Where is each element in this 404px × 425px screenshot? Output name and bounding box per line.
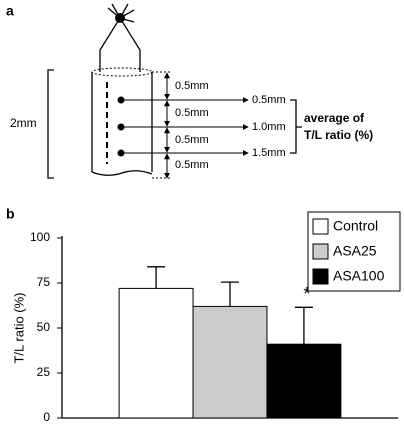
depth-label: 1.0mm (252, 121, 286, 133)
legend-label: ASA25 (333, 243, 377, 259)
cylinder-sides (91, 72, 153, 172)
spacing-label: 0.5mm (175, 134, 209, 146)
cylinder-top (91, 67, 153, 77)
depth-label: 1.5mm (252, 147, 286, 159)
bar (118, 287, 194, 419)
spacing-label: 0.5mm (175, 107, 209, 119)
average-label: average of (304, 111, 365, 125)
legend-label: Control (333, 218, 378, 234)
legend-label: ASA100 (333, 268, 385, 284)
y-tick-label: 0 (43, 410, 50, 424)
legend-swatch (312, 268, 329, 285)
y-tick-label: 50 (37, 320, 51, 334)
panel-label: b (6, 206, 15, 222)
legend-swatch (312, 218, 329, 235)
average-label: T/L ratio (%) (304, 128, 373, 142)
y-axis-title: T/L ratio (%) (11, 292, 26, 363)
panel-b: b T/L ratio (%) 0 25 50 75 100 * Control ASA25 A… (6, 206, 401, 424)
y-tick-label: 75 (37, 275, 51, 289)
point (117, 96, 125, 104)
bar (266, 343, 342, 419)
bar (192, 305, 268, 419)
spacing-label: 0.5mm (175, 80, 209, 92)
panel-a: a 2mm 0.5mm 0.5mm 0.5mm 0.5mm (6, 3, 373, 179)
y-tick-label: 100 (30, 230, 50, 244)
wires (107, 3, 135, 23)
depth-label: 0.5mm (252, 94, 286, 106)
depth-arrows (124, 97, 249, 156)
bracket (47, 69, 54, 179)
legend-swatch (312, 243, 329, 260)
panel-label: a (6, 3, 14, 19)
spacing-arrows (152, 71, 172, 179)
electrode (99, 16, 141, 72)
spacing-label: 0.5mm (175, 159, 209, 171)
annotation: * (303, 284, 310, 304)
point (117, 149, 125, 157)
y-tick-label: 25 (37, 365, 51, 379)
height-label: 2mm (10, 116, 37, 130)
cylinder-bottom (91, 170, 153, 176)
point (117, 123, 125, 131)
average-bracket (290, 99, 302, 154)
